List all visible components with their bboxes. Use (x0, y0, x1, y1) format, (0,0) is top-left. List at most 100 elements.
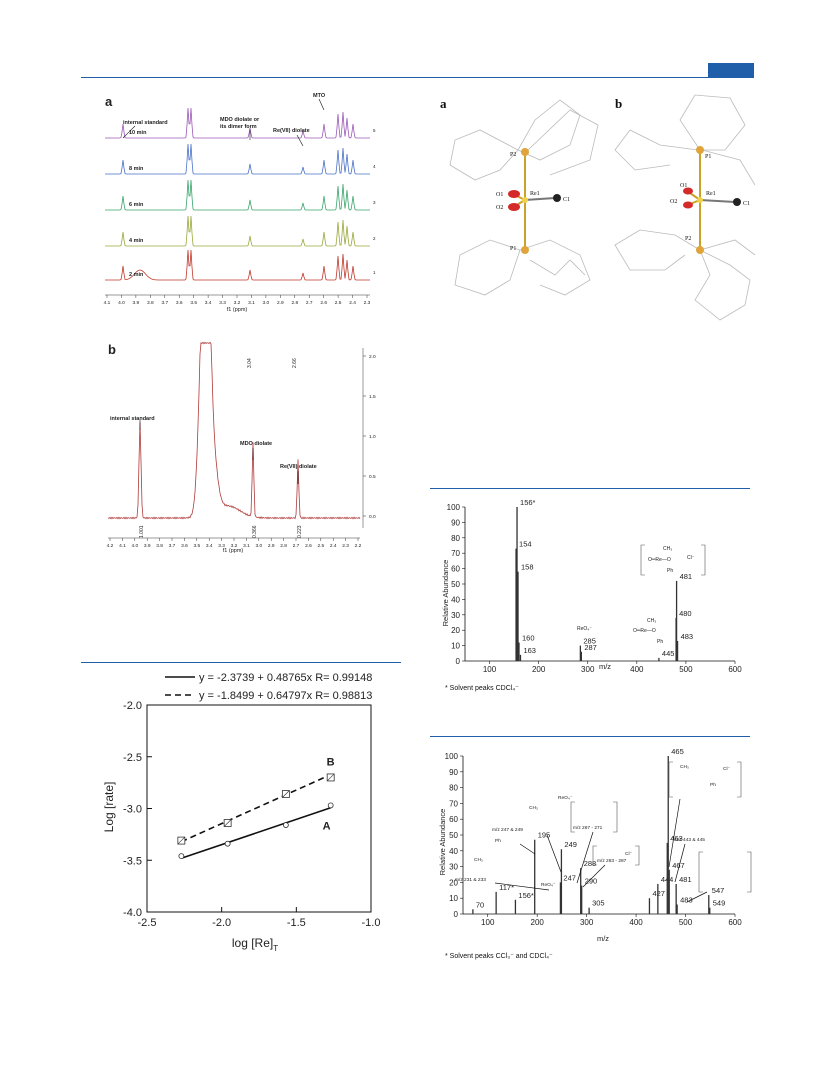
nmr-b-ytick-label: 0.5 (369, 474, 376, 480)
nmr-b-tick-label: 2.8 (280, 543, 287, 549)
ms1-peak-label: 160 (522, 634, 535, 643)
atom-b-o1 (683, 187, 693, 195)
ms1-xtick-label: 100 (483, 665, 497, 674)
nmr-trace (105, 107, 370, 139)
nmr-b-tick-label: 2.7 (293, 543, 300, 549)
ms1-footnote: * Solvent peaks CDCl₄⁻ (445, 685, 519, 692)
nmr-b-tick-label: 2.4 (330, 543, 337, 549)
ms1-peak-label: 480 (679, 609, 692, 618)
ms2-chart: 100 200 300 400 500 600 0 10 20 30 40 50 60 70 80 90 100… (438, 747, 752, 943)
loglog-ytick-label: -2.5 (123, 752, 142, 764)
nmr-b-tick-label: 3.3 (218, 543, 225, 549)
nmr-a-xlabel: f1 (ppm) (227, 307, 248, 313)
data-point-a (282, 822, 289, 828)
ms2-peak-label: 305 (592, 899, 605, 908)
ms2-xtick-label: 600 (728, 918, 742, 927)
atom-c1 (553, 194, 561, 202)
nmr-a-tick-label: 2.9 (277, 300, 284, 306)
ms1-s1-cl: Cl⁻ (687, 555, 695, 561)
nmr-b-tick-label: 4.0 (131, 543, 138, 549)
nmr-a-tick-label: 2.8 (291, 300, 298, 306)
nmr-trace-label: 4 min (129, 238, 144, 244)
ms2-peak-label: 427 (652, 889, 665, 898)
xray-a-p2-label: P2 (510, 152, 516, 158)
nmr-a-tick-label: 2.5 (335, 300, 342, 306)
atom-b-o2 (683, 201, 693, 209)
nmr-trace-index: 5 (373, 128, 376, 133)
loglog-xtick-label: -2.5 (138, 917, 157, 929)
loglog-xlabel-sub: T (273, 944, 278, 953)
xray-label-a: a (440, 96, 447, 111)
nmr-b-ytick-label: 2.0 (369, 354, 376, 360)
nmr-b-tick-label: 3.7 (169, 543, 176, 549)
loglog-xtick-label: -1.5 (287, 917, 306, 929)
xray-b-re-label: Re1 (706, 191, 716, 197)
ms1-reo4-label: ReO₄⁻ (577, 626, 592, 632)
atom-p1 (521, 246, 529, 254)
data-point-a (178, 853, 185, 860)
ms1-rule (430, 488, 750, 489)
b-integral-3: 0.223 (297, 525, 303, 538)
nmr-a-tick-label: 2.7 (306, 300, 313, 306)
ms2-peak-label: 483 (680, 896, 693, 905)
ms2-peak-label: 465 (671, 747, 684, 756)
nmr-b-tick-label: 3.9 (144, 543, 151, 549)
loglog-chart: y = -2.3739 + 0.48765x R= 0.99148 y = -1… (102, 672, 381, 953)
nmr-b-xlabel: f1 (ppm) (223, 548, 244, 554)
ms1-peak-label: 287 (584, 643, 597, 652)
ms1-peak-label: 158 (521, 563, 534, 572)
loglog-xtick-label: -1.0 (362, 917, 381, 929)
ms2-ylabel: Relative Abundance (438, 809, 447, 876)
ms1-ytick-label: 90 (451, 518, 460, 527)
fit-line-b (181, 773, 332, 843)
legend-a-text: y = -2.3739 + 0.48765x R= 0.99148 (199, 672, 372, 684)
nmr-b-tick-label: 3.6 (181, 543, 188, 549)
nmr-b-ytick-label: 1.5 (369, 394, 376, 400)
ms2-footnote: * Solvent peaks CCl₃⁻ and CDCl₄⁻ (445, 953, 553, 960)
ms1-s2-ph: Ph (657, 639, 663, 645)
header-tab (708, 63, 754, 77)
ms2-ch3-2: CH₃ (474, 857, 483, 863)
nmr-a-tick-label: 3.4 (205, 300, 212, 306)
nmr-trace-label: 8 min (129, 166, 144, 172)
xray-a-ligands (449, 99, 599, 296)
nmr-b-tick-label: 3.8 (156, 543, 163, 549)
ms2-ytick-label: 0 (454, 910, 459, 919)
ms1-structure-1: CH₃ O═Re—O Cl⁻ Ph (640, 544, 706, 576)
atom-b-p1 (696, 146, 704, 154)
loglog-xlabel-main: log [Re] (232, 936, 273, 950)
loglog-frame (146, 704, 372, 913)
ms2-rule (430, 736, 750, 737)
nmr-b-tick-label: 2.3 (342, 543, 349, 549)
xray-b-p2-label: P2 (685, 236, 691, 242)
ms1-ytick-label: 10 (451, 642, 460, 651)
xray-b-c1-label: C1 (743, 201, 750, 207)
ms2-peak-label: 249 (564, 840, 577, 849)
nmr-a-tick-label: 3.0 (263, 300, 270, 306)
ms2-ytick-label: 50 (449, 831, 458, 840)
ms1-xtick-label: 200 (532, 665, 546, 674)
loglog-xtick-label: -2.0 (212, 917, 231, 929)
ms1-s2-core: O═Re—O (633, 628, 656, 634)
ms1-xtick-label: 300 (581, 665, 595, 674)
nmr-trace-label: 2 min (129, 272, 144, 278)
atom-p2 (521, 148, 529, 156)
atom-o2 (508, 203, 520, 211)
nmr-b-tick-label: 3.5 (193, 543, 200, 549)
ms1-peak-label: 483 (681, 632, 694, 641)
ms2-ch3-3: CH₃ (680, 764, 689, 770)
xray-a-o2-label: O2 (496, 205, 503, 211)
ms1-ytick-label: 40 (451, 595, 460, 604)
panel-a-label: a (105, 94, 113, 109)
nmr-a-tick-label: 3.2 (234, 300, 241, 306)
data-point-b-mark (326, 773, 335, 782)
annotation-re-diolate: Re(VII) diolate (273, 128, 310, 134)
nmr-b-ytick-label: 1.0 (369, 434, 376, 440)
ms1-xtick-label: 500 (679, 665, 693, 674)
b-annotation-re: Re(VII) diolate (280, 464, 317, 470)
ms2-peak-label: 467 (672, 861, 685, 870)
ms1-peak-label: 163 (523, 646, 536, 655)
nmr-a-tick-label: 4.1 (104, 300, 111, 306)
ms2-anno-3: m/z 231 & 233 (455, 877, 486, 883)
panel-b-label: b (108, 342, 116, 357)
